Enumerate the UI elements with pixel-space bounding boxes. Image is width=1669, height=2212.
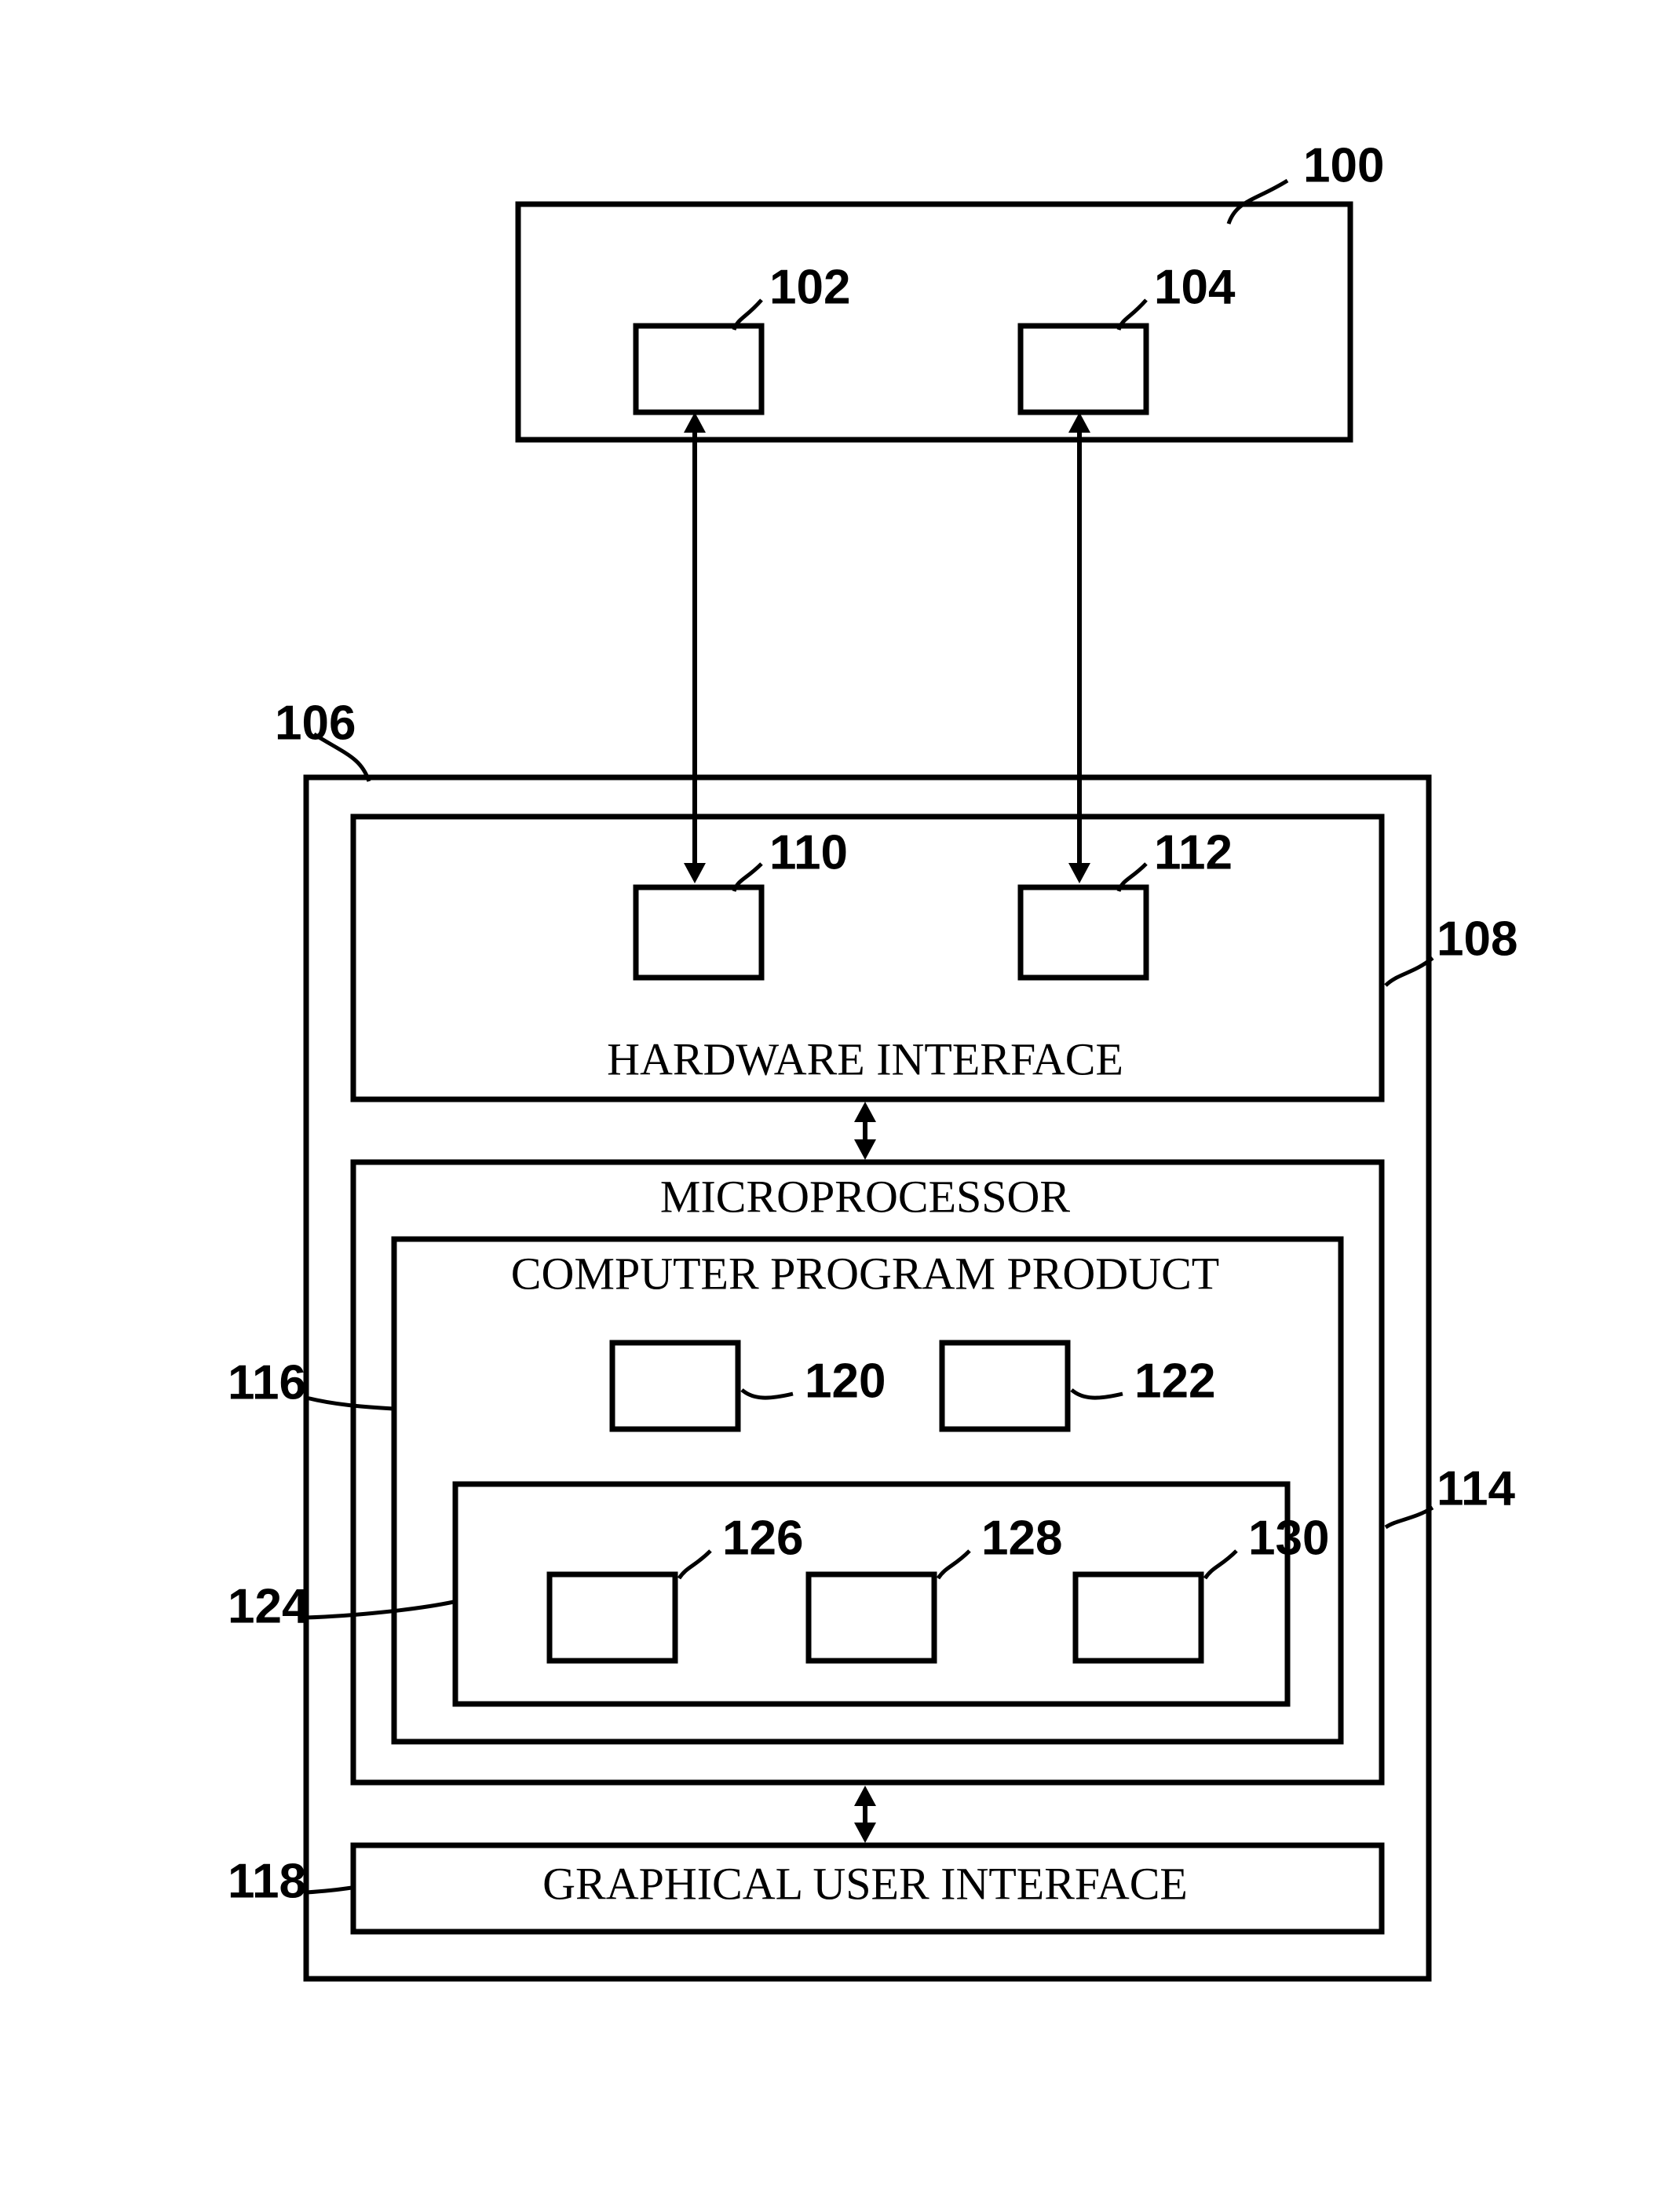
- refnum-microprocessor: 114: [1437, 1461, 1516, 1515]
- label-gui: GRAPHICAL USER INTERFACE: [542, 1858, 1188, 1909]
- refnum-cpp_small_right: 122: [1134, 1354, 1215, 1408]
- block-inner_s2: [809, 1574, 934, 1661]
- refnum-gui: 118: [228, 1854, 306, 1908]
- block-hw_small_right: [1021, 887, 1146, 978]
- block-cpp_small_right: [942, 1343, 1068, 1429]
- block-top_small_left: [636, 326, 761, 412]
- leader-inner_s2: [938, 1551, 970, 1578]
- leader-microprocessor: [1386, 1508, 1433, 1527]
- refnum-cpp_inner: 124: [228, 1579, 309, 1633]
- refnum-outer_top: 100: [1303, 138, 1384, 192]
- label-microprocessor: MICROPROCESSOR: [660, 1171, 1070, 1222]
- refnum-outer_main: 106: [275, 696, 356, 750]
- arrow-top-right: [1068, 412, 1090, 883]
- leader-program_product: [306, 1398, 393, 1409]
- leader-gui: [306, 1888, 352, 1892]
- block-program_product: [394, 1239, 1341, 1742]
- refnum-hw_small_left: 110: [769, 825, 848, 879]
- refnum-hw_small_right: 112: [1154, 825, 1233, 879]
- block-cpp_inner: [455, 1484, 1287, 1704]
- refnum-inner_s3: 130: [1248, 1511, 1329, 1565]
- leader-hw_interface: [1386, 958, 1433, 985]
- block-outer_top: [518, 204, 1350, 440]
- leader-cpp_small_right: [1072, 1390, 1123, 1398]
- label-program_product: COMPUTER PROGRAM PRODUCT: [511, 1248, 1219, 1299]
- refnum-inner_s1: 126: [722, 1511, 803, 1565]
- refnum-hw_interface: 108: [1437, 912, 1517, 966]
- refnum-cpp_small_left: 120: [805, 1354, 886, 1408]
- arrow-mp-gui: [854, 1786, 876, 1843]
- diagram-canvas: HARDWARE INTERFACE MICROPROCESSOR COMPUTER…: [0, 0, 1669, 2212]
- leader-inner_s3: [1205, 1551, 1236, 1578]
- label-hw_interface: HARDWARE INTERFACE: [607, 1033, 1123, 1084]
- refnum-inner_s2: 128: [981, 1511, 1062, 1565]
- leader-inner_s1: [679, 1551, 710, 1578]
- block-cpp_small_left: [612, 1343, 738, 1429]
- refnum-top_small_right: 104: [1154, 260, 1236, 314]
- refnum-top_small_left: 102: [769, 260, 850, 314]
- block-inner_s1: [550, 1574, 675, 1661]
- block-hw_small_left: [636, 887, 761, 978]
- leader-cpp_inner: [306, 1602, 454, 1618]
- leader-cpp_small_left: [742, 1390, 793, 1398]
- arrow-hw-mp: [854, 1102, 876, 1160]
- block-inner_s3: [1076, 1574, 1201, 1661]
- refnum-program_product: 116: [228, 1355, 306, 1409]
- arrow-top-left: [684, 412, 706, 883]
- block-top_small_right: [1021, 326, 1146, 412]
